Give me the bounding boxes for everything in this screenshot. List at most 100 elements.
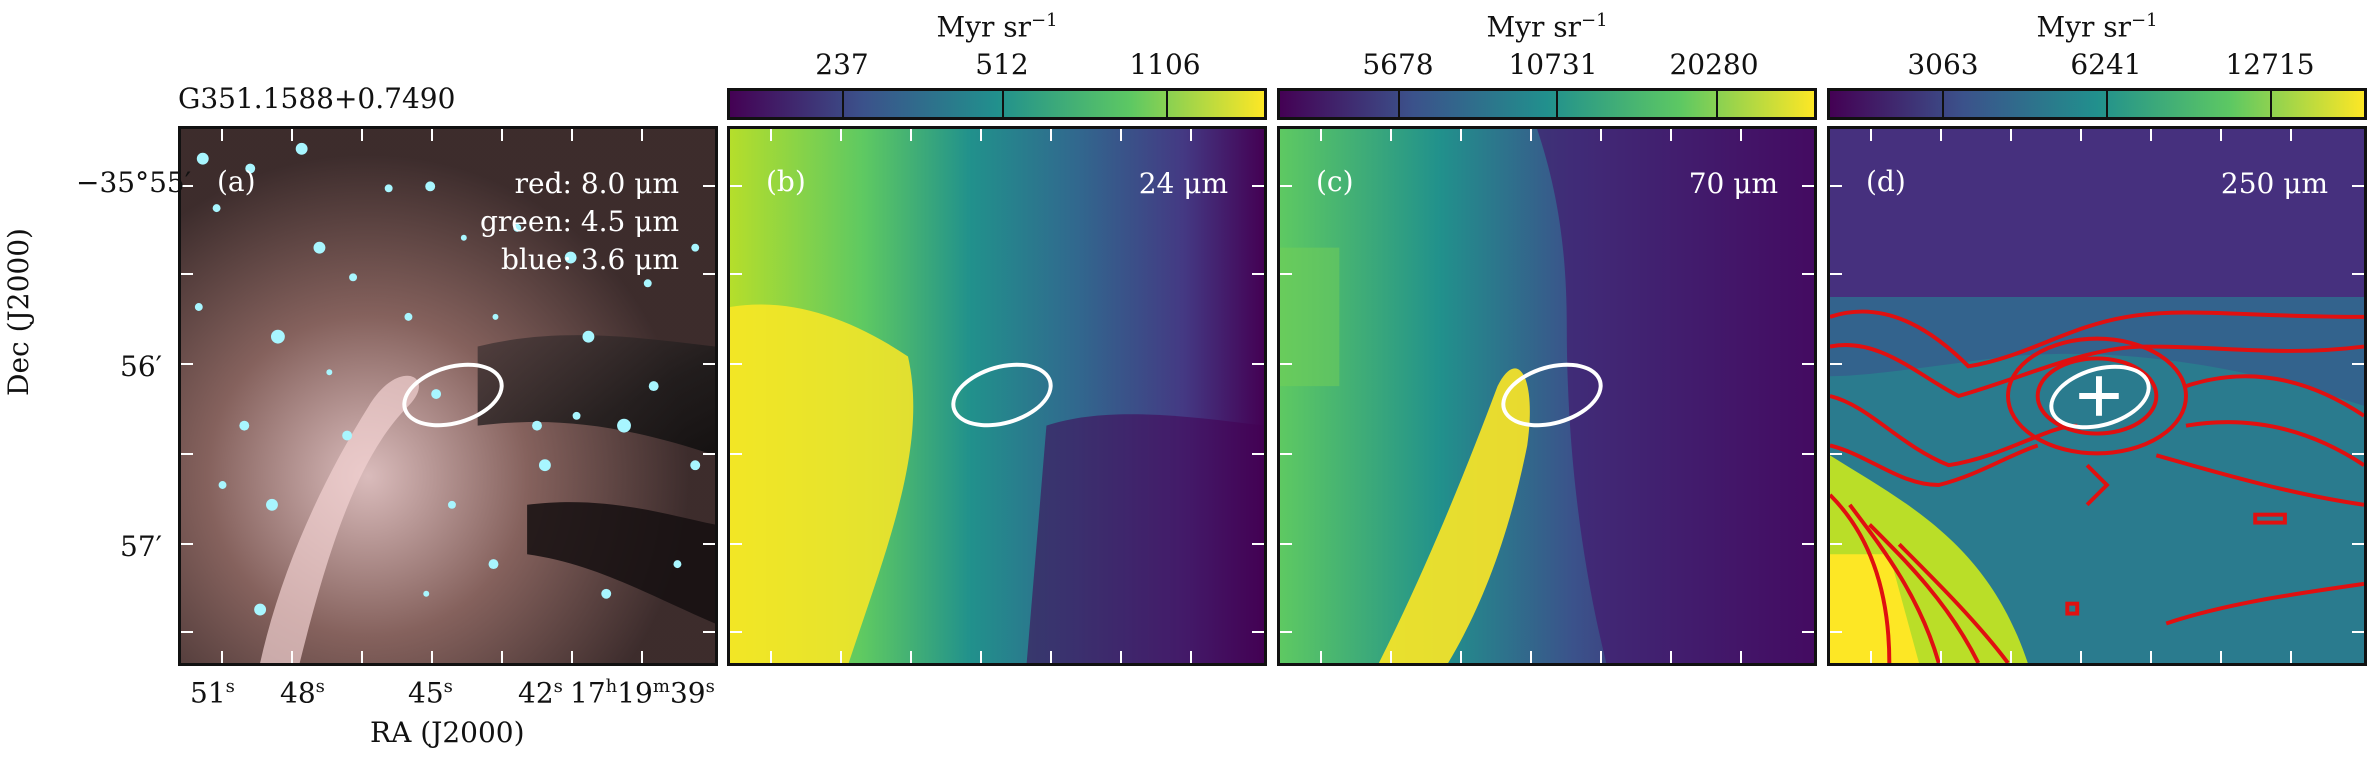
colorbar-c-gradient	[1277, 88, 1817, 120]
tick-mark	[2290, 129, 2292, 141]
tick-mark	[703, 363, 715, 365]
colorbar-d-tick-2: 6241	[2070, 48, 2142, 81]
tick-mark	[1670, 129, 1672, 141]
tick-mark	[1830, 543, 1842, 545]
tick-mark	[1460, 651, 1462, 663]
tick-mark	[1870, 651, 1872, 663]
panel-b-wavelength: 24 μm	[1138, 167, 1228, 200]
panel-a-label: (a)	[217, 165, 256, 198]
tick-mark	[730, 185, 742, 187]
legend-green: green: 4.5 μm	[480, 205, 679, 238]
colorbar-b-unit: Myr sr−1	[936, 10, 1058, 44]
tick-mark	[703, 631, 715, 633]
colorbar-b-gradient	[727, 88, 1267, 120]
tick-mark	[1530, 129, 1532, 141]
colorbar-d-unit: Myr sr−1	[2036, 10, 2158, 44]
tick-mark	[1190, 129, 1192, 141]
tick-mark	[2080, 651, 2082, 663]
tick-mark	[730, 631, 742, 633]
tick-mark	[1050, 651, 1052, 663]
tick-mark	[1600, 129, 1602, 141]
tick-mark	[2352, 363, 2364, 365]
tick-mark	[2080, 129, 2082, 141]
panel-d-250um-map: (d) 250 μm	[1827, 126, 2367, 666]
tick-mark	[181, 631, 193, 633]
tick-mark	[1830, 453, 1842, 455]
tick-mark	[181, 273, 193, 275]
panel-a-image	[181, 129, 715, 663]
tick-mark	[1320, 129, 1322, 141]
tick-mark	[1830, 273, 1842, 275]
tick-mark	[1802, 363, 1814, 365]
tick-mark	[2352, 631, 2364, 633]
tick-mark	[2010, 129, 2012, 141]
tick-mark	[1252, 185, 1264, 187]
tick-mark	[730, 543, 742, 545]
colorbar-d-tick-3: 12715	[2225, 48, 2315, 81]
tick-mark	[703, 273, 715, 275]
panel-c-image	[1280, 129, 1814, 663]
tick-mark	[641, 129, 643, 141]
tick-mark	[2352, 185, 2364, 187]
panel-c-wavelength: 70 μm	[1688, 167, 1778, 200]
tick-mark	[2352, 453, 2364, 455]
tick-mark	[2352, 543, 2364, 545]
tick-mark	[1120, 129, 1122, 141]
tick-mark	[181, 453, 193, 455]
panel-a-rgb-image: (a) red: 8.0 μm green: 4.5 μm blue: 3.6 …	[178, 126, 718, 666]
tick-mark	[1390, 129, 1392, 141]
tick-mark	[703, 185, 715, 187]
tick-mark	[1280, 185, 1292, 187]
tick-mark	[1280, 273, 1292, 275]
tick-mark	[1252, 543, 1264, 545]
tick-mark	[1252, 273, 1264, 275]
colorbar-b-tick-1: 237	[815, 48, 869, 81]
tick-mark	[770, 651, 772, 663]
tick-mark	[770, 129, 772, 141]
tick-mark	[1830, 185, 1842, 187]
panel-d-label: (d)	[1866, 165, 1906, 198]
colorbar-b-tick-2: 512	[975, 48, 1029, 81]
colorbar-d-gradient	[1827, 88, 2367, 120]
panel-c-70um-map: (c) 70 μm	[1277, 126, 1817, 666]
x-tick-2: 48s	[280, 676, 325, 710]
tick-mark	[1740, 651, 1742, 663]
tick-mark	[1830, 631, 1842, 633]
y-tick-2: 56′	[120, 350, 162, 383]
y-tick-3: 57′	[120, 530, 162, 563]
tick-mark	[1740, 129, 1742, 141]
colorbar-d-tick-1: 3063	[1907, 48, 1979, 81]
tick-mark	[980, 129, 982, 141]
x-tick-1: 51s	[190, 676, 235, 710]
tick-mark	[1600, 651, 1602, 663]
tick-mark	[980, 651, 982, 663]
x-axis-title: RA (J2000)	[370, 716, 525, 749]
tick-mark	[1802, 543, 1814, 545]
tick-mark	[1390, 651, 1392, 663]
tick-mark	[1802, 185, 1814, 187]
tick-mark	[2290, 651, 2292, 663]
tick-mark	[1802, 631, 1814, 633]
panel-b-24um-map: (b) 24 μm	[727, 126, 1267, 666]
panel-a-legend: red: 8.0 μm green: 4.5 μm blue: 3.6 μm	[480, 165, 679, 279]
panel-d-wavelength: 250 μm	[2220, 167, 2328, 200]
legend-blue: blue: 3.6 μm	[501, 243, 679, 276]
tick-mark	[2220, 129, 2222, 141]
tick-mark	[501, 129, 503, 141]
tick-mark	[1120, 651, 1122, 663]
tick-mark	[1530, 651, 1532, 663]
tick-mark	[181, 543, 193, 545]
colorbar-c-tick-1: 5678	[1362, 48, 1434, 81]
tick-mark	[571, 129, 573, 141]
tick-mark	[2352, 273, 2364, 275]
tick-mark	[1280, 363, 1292, 365]
tick-mark	[1940, 651, 1942, 663]
panel-d-image	[1830, 129, 2364, 663]
y-tick-1: −35°55′	[76, 166, 192, 199]
tick-mark	[221, 129, 223, 141]
tick-mark	[1280, 543, 1292, 545]
colorbar-c-tick-3: 20280	[1669, 48, 1759, 81]
tick-mark	[1870, 129, 1872, 141]
tick-mark	[730, 273, 742, 275]
tick-mark	[1940, 129, 1942, 141]
